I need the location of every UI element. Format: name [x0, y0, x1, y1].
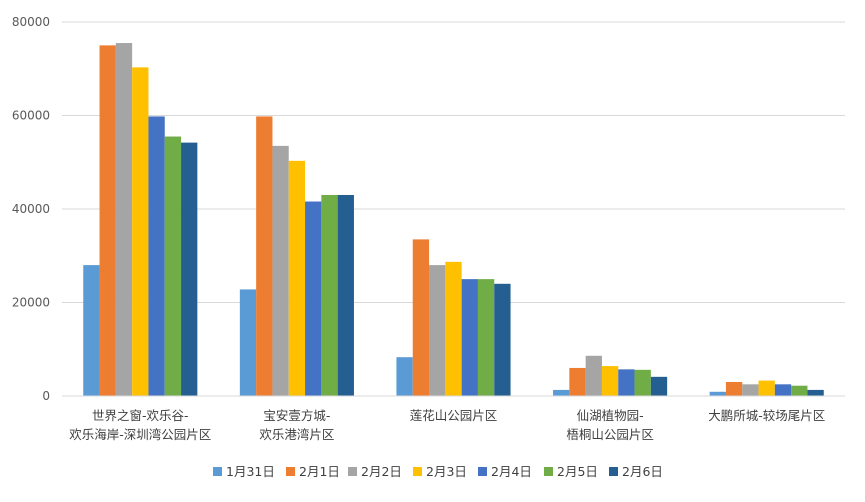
- bar: [618, 369, 635, 396]
- bar: [807, 389, 824, 396]
- y-tick-label: 80000: [12, 15, 50, 29]
- x-category-label: 宝安壹方城-: [263, 408, 330, 423]
- bar: [115, 43, 133, 396]
- bar: [445, 261, 462, 396]
- x-category-label: 欢乐海岸-深圳湾公园片区: [69, 427, 211, 442]
- x-category-label: 欢乐港湾片区: [259, 427, 334, 442]
- bar: [553, 389, 570, 396]
- bars: [83, 43, 824, 396]
- bar: [742, 384, 759, 396]
- x-axis-category-labels: 世界之窗-欢乐谷- 欢乐海岸-深圳湾公园片区 宝安壹方城- 欢乐港湾片区 莲花山公园片区…: [69, 408, 825, 442]
- x-category-label: 莲花山公园片区: [410, 408, 498, 423]
- bar: [585, 355, 602, 396]
- bar: [272, 145, 289, 396]
- bar: [83, 265, 100, 396]
- y-tick-label: 20000: [12, 296, 50, 310]
- bar: [725, 381, 743, 396]
- bar: [132, 67, 149, 396]
- bar: [256, 116, 273, 396]
- legend-label: 2月1日: [299, 464, 340, 479]
- bar: [429, 265, 446, 396]
- y-axis-ticks: 0 20000 40000 60000 80000: [12, 15, 50, 403]
- x-category-label: 仙湖植物园-: [577, 408, 644, 423]
- x-category-label: 世界之窗-欢乐谷-: [92, 408, 189, 423]
- legend-swatch: [348, 467, 357, 476]
- legend-swatch: [286, 467, 295, 476]
- bar: [709, 391, 726, 396]
- bar: [288, 160, 306, 396]
- legend-swatch: [478, 467, 487, 476]
- bar: [791, 385, 808, 396]
- y-tick-label: 0: [42, 389, 50, 403]
- legend-label: 2月4日: [491, 464, 532, 479]
- legend-label: 2月3日: [426, 464, 467, 479]
- legend-label: 2月6日: [622, 464, 663, 479]
- legend-label: 1月31日: [226, 464, 275, 479]
- bar: [321, 194, 338, 396]
- legend: 1月31日 2月1日 2月2日 2月3日 2月4日 2月5日 2月6日: [213, 464, 663, 479]
- legend-label: 2月5日: [557, 464, 598, 479]
- legend-swatch: [213, 467, 222, 476]
- bar: [239, 289, 257, 396]
- legend-label: 2月2日: [361, 464, 402, 479]
- bar: [774, 384, 792, 396]
- bar: [181, 142, 198, 396]
- bar: [337, 194, 354, 396]
- y-tick-label: 60000: [12, 109, 50, 123]
- bar: [601, 366, 619, 396]
- y-tick-label: 40000: [12, 202, 50, 216]
- x-category-label: 梧桐山公园片区: [566, 427, 654, 442]
- bar: [650, 376, 668, 396]
- bar: [164, 136, 182, 396]
- legend-swatch: [544, 467, 553, 476]
- bar: [477, 279, 495, 396]
- legend-swatch: [609, 467, 618, 476]
- bar: [634, 369, 651, 396]
- bar: [396, 357, 413, 396]
- bar: [305, 201, 322, 396]
- x-category-label: 大鹏所城-较场尾片区: [708, 408, 825, 423]
- bar: [569, 367, 586, 396]
- bar: [148, 116, 165, 396]
- bar: [412, 239, 430, 396]
- bar: [461, 279, 478, 396]
- bar: [494, 283, 511, 396]
- bar: [758, 380, 775, 396]
- bar: [99, 45, 116, 396]
- legend-swatch: [413, 467, 422, 476]
